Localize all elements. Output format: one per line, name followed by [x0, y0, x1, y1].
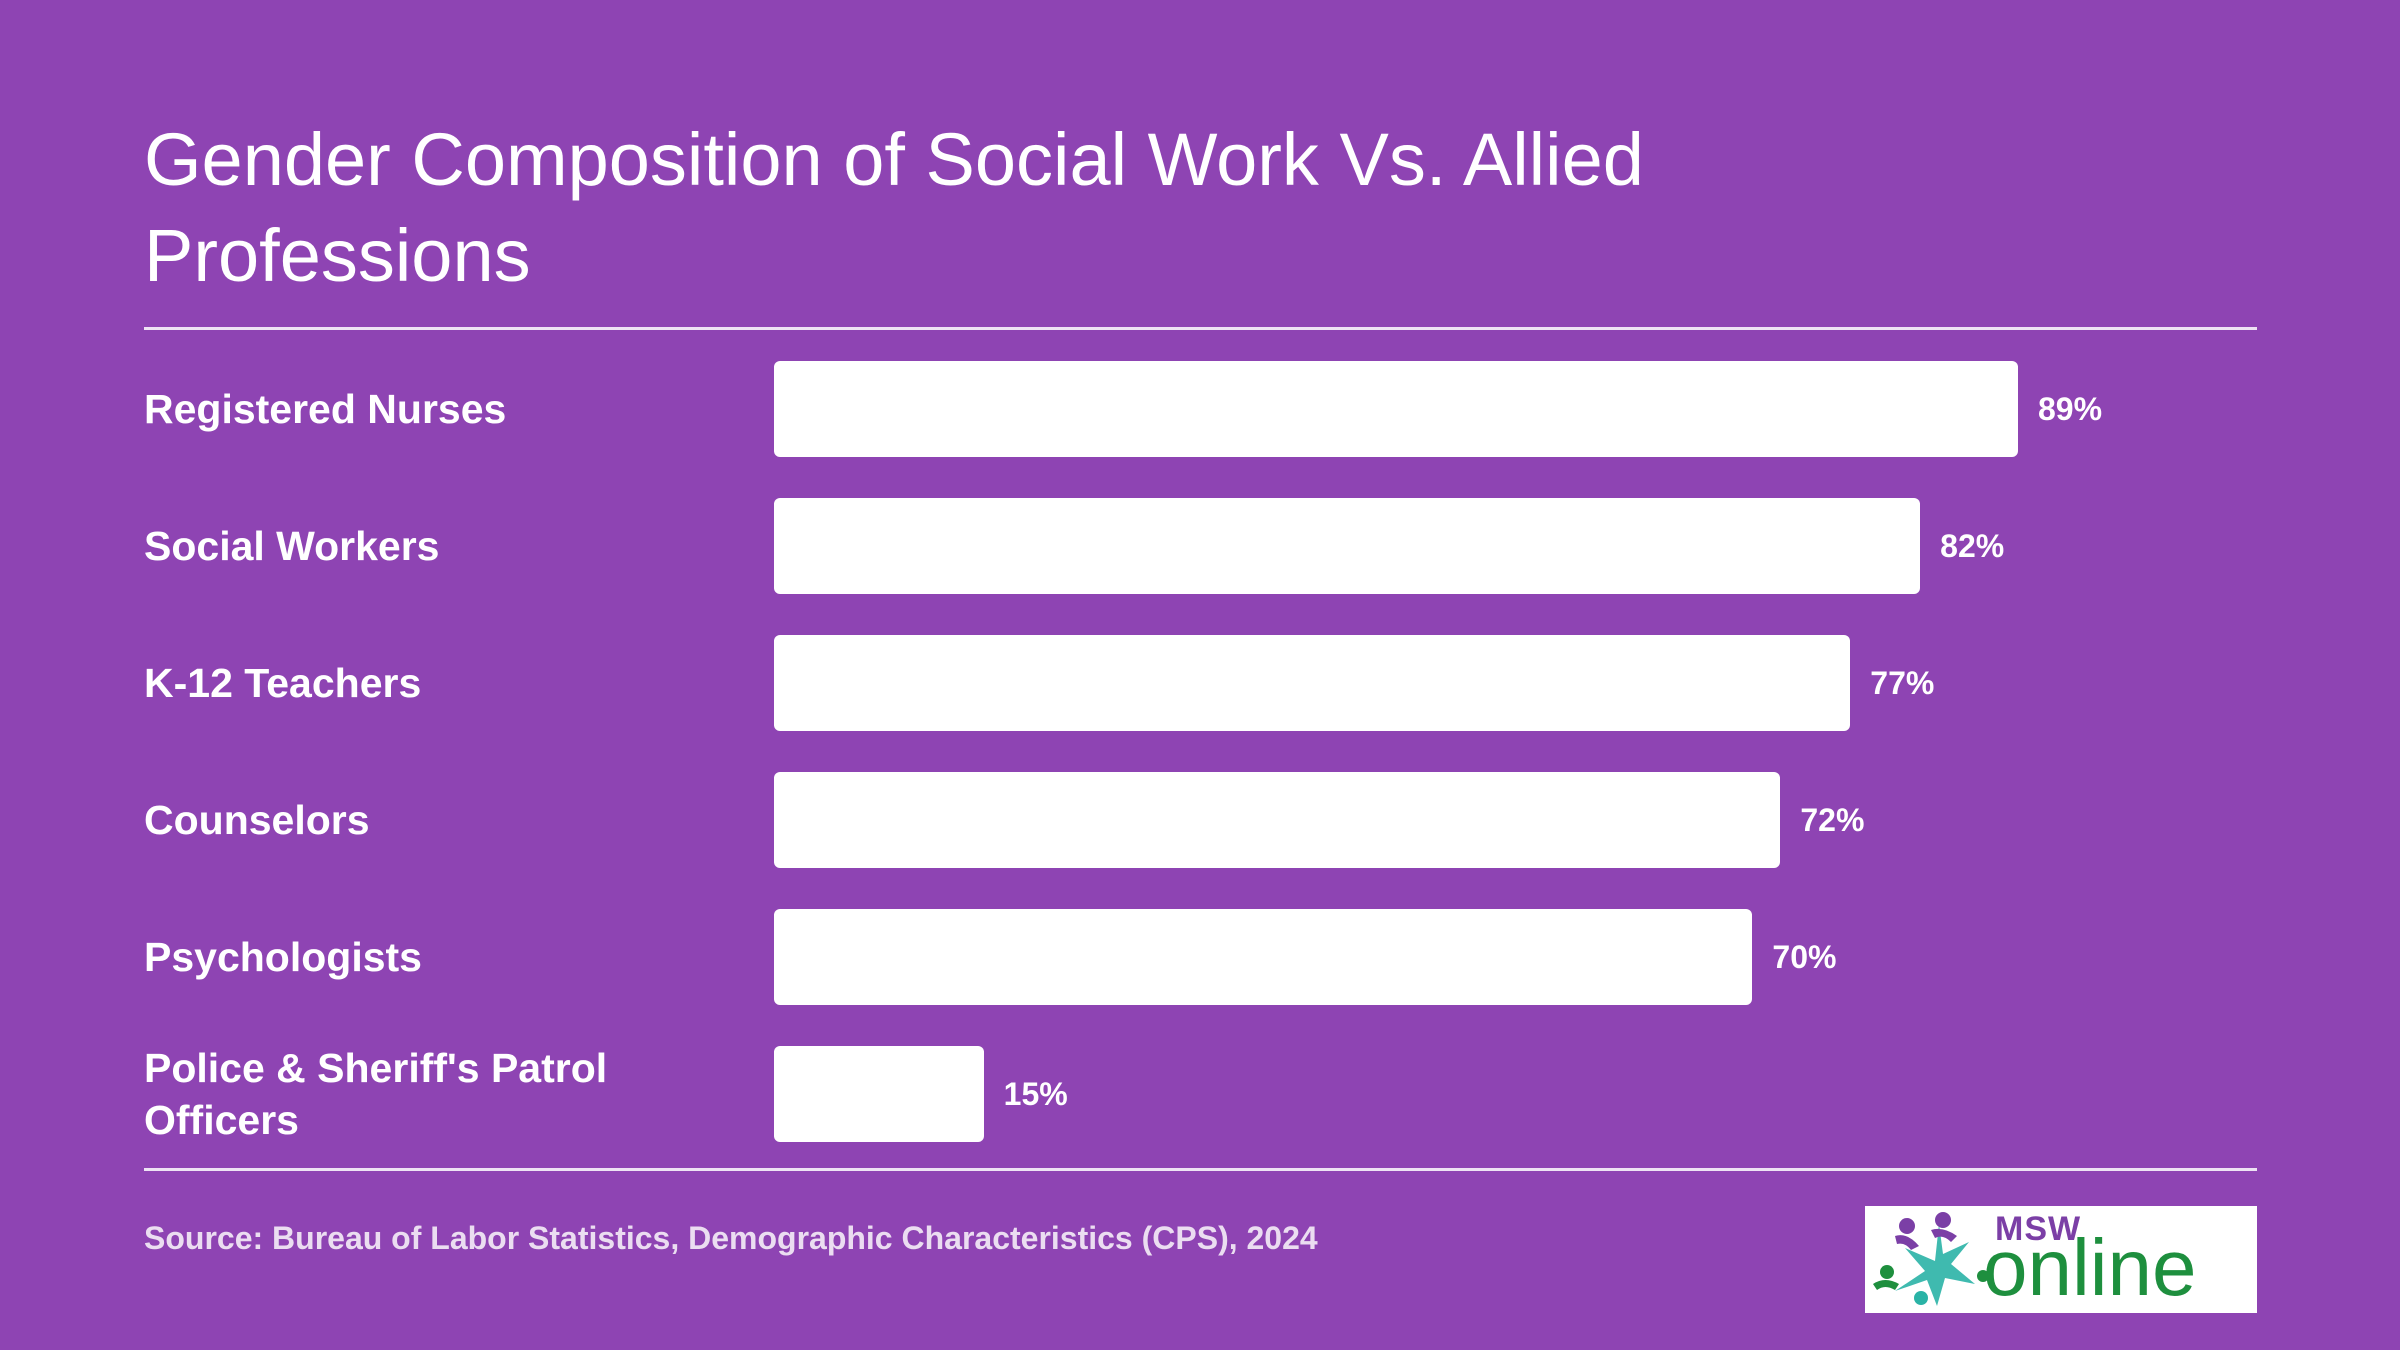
category-label: Counselors: [144, 797, 370, 843]
bar: [774, 1046, 984, 1142]
category-label: Social Workers: [144, 523, 440, 569]
value-label: 15%: [1003, 1076, 1068, 1112]
top-divider: [144, 327, 2257, 330]
bar: [774, 361, 2018, 457]
source-note: Source: Bureau of Labor Statistics, Demo…: [144, 1220, 1318, 1256]
value-label: 77%: [1870, 665, 1935, 701]
bar: [774, 909, 1753, 1005]
value-label: 89%: [2038, 391, 2103, 427]
bar: [774, 498, 1921, 594]
value-label: 70%: [1772, 939, 1837, 975]
bar: [774, 635, 1851, 731]
category-label: K-12 Teachers: [144, 660, 422, 706]
value-label: 82%: [1940, 528, 2005, 564]
msw-online-logo: MSW online: [1865, 1206, 2257, 1313]
bottom-divider: [144, 1168, 2257, 1171]
category-label: Psychologists: [144, 934, 422, 980]
category-label: Police & Sheriff's Patrol Officers: [144, 1045, 608, 1143]
people-star-logo-icon: [1873, 1212, 1989, 1306]
value-label: 72%: [1800, 802, 1865, 838]
logo-text-online: online: [1983, 1223, 2197, 1312]
chart-title: Gender Composition of Social Work Vs. Al…: [144, 118, 1644, 297]
bar: [774, 772, 1781, 868]
category-label: Registered Nurses: [144, 386, 507, 432]
logo-text-msw: MSW: [1995, 1210, 2082, 1248]
